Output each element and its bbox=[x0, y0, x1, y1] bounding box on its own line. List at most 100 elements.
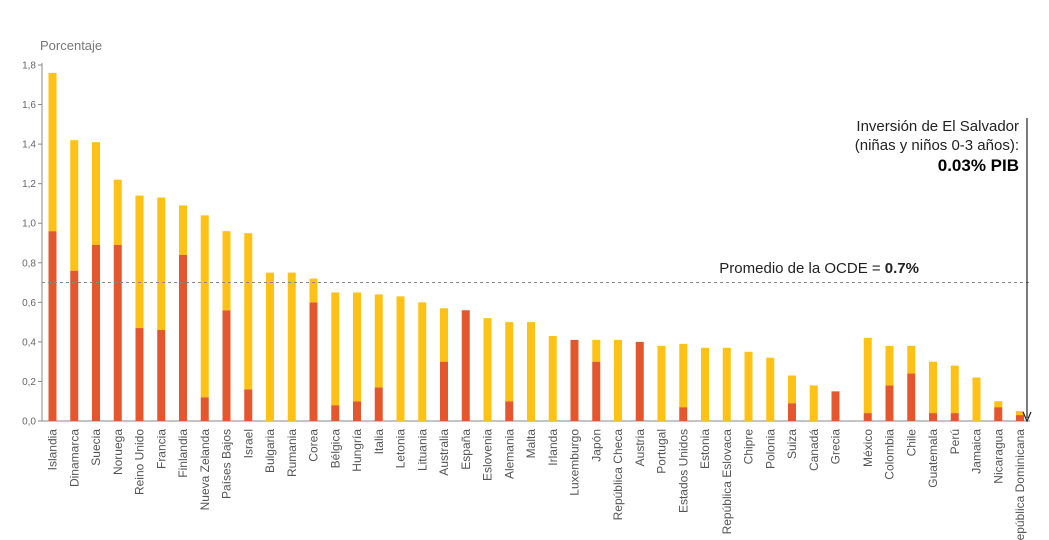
x-tick-label: Dinamarca bbox=[67, 429, 81, 487]
x-tick-label: Estados Unidos bbox=[676, 429, 690, 513]
x-tick-label: Israel bbox=[241, 429, 255, 458]
bar-segment-lower bbox=[70, 270, 79, 421]
bar-segment-upper bbox=[907, 345, 916, 374]
bar-segment-upper bbox=[809, 385, 818, 421]
bar-segment-upper bbox=[614, 339, 622, 421]
bar-segment-upper bbox=[548, 335, 557, 421]
y-tick-label: 0,6 bbox=[22, 298, 36, 309]
bar-segment-upper bbox=[527, 322, 535, 421]
y-tick-label: 0,0 bbox=[22, 417, 36, 428]
bar-segment-upper bbox=[929, 361, 937, 414]
bar-segment-upper bbox=[950, 365, 959, 414]
y-tick-label: 0,4 bbox=[22, 337, 36, 348]
bar-segment-lower bbox=[244, 389, 253, 421]
x-tick-label: Corea bbox=[307, 429, 321, 462]
bar-segment-lower bbox=[92, 244, 100, 421]
x-tick-label: Rumania bbox=[285, 429, 299, 477]
y-tick-label: 1,0 bbox=[22, 219, 36, 230]
bar-segment-lower bbox=[950, 413, 959, 421]
bar-segment-lower bbox=[885, 385, 894, 421]
x-tick-label: Letonia bbox=[394, 429, 408, 469]
bar-segment-upper bbox=[657, 345, 666, 421]
bar-segment-upper bbox=[885, 345, 894, 386]
x-tick-label: Islandia bbox=[46, 429, 60, 471]
annotation-line2: (niñas y niños 0-3 años): bbox=[855, 137, 1019, 154]
x-tick-label: Estonia bbox=[698, 429, 712, 469]
x-tick-label: Noruega bbox=[111, 429, 125, 475]
x-tick-label: Suiza bbox=[785, 429, 799, 459]
x-tick-label: Chipre bbox=[742, 429, 756, 465]
bar-segment-lower bbox=[222, 310, 231, 421]
bar-segment-upper bbox=[788, 375, 796, 404]
x-tick-label: Portugal bbox=[655, 429, 669, 474]
bar-segment-lower bbox=[113, 244, 122, 421]
bar-segment-lower bbox=[863, 413, 872, 421]
x-tick-label: Irlanda bbox=[546, 429, 560, 466]
bar-segment-lower bbox=[788, 403, 796, 421]
ocde-average-value: 0.7% bbox=[885, 260, 919, 277]
annotation-arrow-head bbox=[1022, 411, 1032, 423]
x-tick-label: Canadá bbox=[807, 429, 821, 471]
x-tick-label: España bbox=[459, 429, 473, 470]
x-tick-label: Países Bajos bbox=[220, 429, 234, 499]
bar-segment-lower bbox=[461, 310, 470, 421]
annotation-line1: Inversión de El Salvador bbox=[856, 118, 1019, 135]
bar-segment-upper bbox=[309, 278, 318, 303]
y-tick-label: 1,4 bbox=[22, 140, 36, 151]
x-tick-label: Nicaragua bbox=[991, 429, 1005, 484]
bar-segment-upper bbox=[331, 292, 340, 406]
bar-segment-lower bbox=[831, 391, 840, 421]
bars bbox=[48, 72, 1024, 421]
y-axis-title: Porcentaje bbox=[40, 38, 102, 53]
x-tick-label: Japón bbox=[589, 429, 603, 462]
bar-segment-upper bbox=[113, 179, 122, 245]
bar-segment-lower bbox=[353, 401, 361, 421]
y-tick-label: 1,6 bbox=[22, 100, 36, 111]
y-tick-label: 1,8 bbox=[22, 61, 36, 72]
bar-segment-upper bbox=[592, 339, 601, 362]
x-tick-label: República Dominicana bbox=[1013, 429, 1027, 540]
x-axis-labels: Islandia Dinamarca Suecia Noruega Reino Unid… bbox=[46, 429, 1028, 540]
x-tick-label: Malta bbox=[524, 429, 538, 459]
bar-segment-upper bbox=[48, 72, 57, 232]
bar-segment-upper bbox=[418, 302, 427, 421]
bar-segment-upper bbox=[374, 294, 383, 388]
x-tick-label: Nueva Zelanda bbox=[198, 429, 212, 511]
bar-segment-lower bbox=[48, 231, 57, 421]
bar-segment-upper bbox=[863, 337, 872, 414]
bar-segment-lower bbox=[592, 361, 601, 421]
x-tick-label: Australia bbox=[437, 429, 451, 476]
x-tick-label: Jamaica bbox=[970, 429, 984, 474]
x-tick-label: Luxemburgo bbox=[568, 429, 582, 496]
bar-segment-upper bbox=[701, 347, 709, 421]
x-tick-label: Colombia bbox=[883, 429, 897, 480]
bar-segment-upper bbox=[744, 351, 753, 421]
bar-segment-upper bbox=[483, 318, 492, 421]
x-tick-label: Guatemala bbox=[926, 429, 940, 488]
bar-segment-upper bbox=[157, 197, 166, 331]
y-tick-label: 1,2 bbox=[22, 179, 36, 190]
bar-segment-upper bbox=[1016, 411, 1024, 416]
bar-segment-upper bbox=[679, 343, 688, 408]
bar-segment-lower bbox=[929, 413, 937, 421]
ocde-average-label: Promedio de la OCDE = 0.7% bbox=[719, 260, 919, 277]
x-tick-label: Alemania bbox=[502, 429, 516, 479]
bar-segment-upper bbox=[722, 347, 731, 421]
x-tick-label: República Checa bbox=[611, 429, 625, 521]
annotation-value: 0.03% PIB bbox=[938, 156, 1019, 175]
bar-segment-upper bbox=[972, 377, 981, 421]
bar-segment-lower bbox=[309, 302, 318, 421]
bar-segment-upper bbox=[505, 322, 514, 402]
x-tick-label: Bulgaria bbox=[263, 429, 277, 473]
bar-segment-upper bbox=[244, 233, 253, 390]
bar-segment-upper bbox=[440, 308, 448, 362]
bar-segment-upper bbox=[70, 140, 79, 271]
el-salvador-annotation: Inversión de El Salvador (niñas y niños … bbox=[855, 118, 1032, 423]
x-tick-label: Austria bbox=[633, 429, 647, 467]
bar-segment-lower bbox=[200, 397, 209, 421]
x-tick-label: Grecia bbox=[829, 429, 843, 465]
x-tick-label: Hungría bbox=[350, 429, 364, 472]
x-tick-label: Chile bbox=[904, 429, 918, 457]
bar-segment-upper bbox=[179, 205, 187, 255]
x-tick-label: Italia bbox=[372, 429, 386, 455]
